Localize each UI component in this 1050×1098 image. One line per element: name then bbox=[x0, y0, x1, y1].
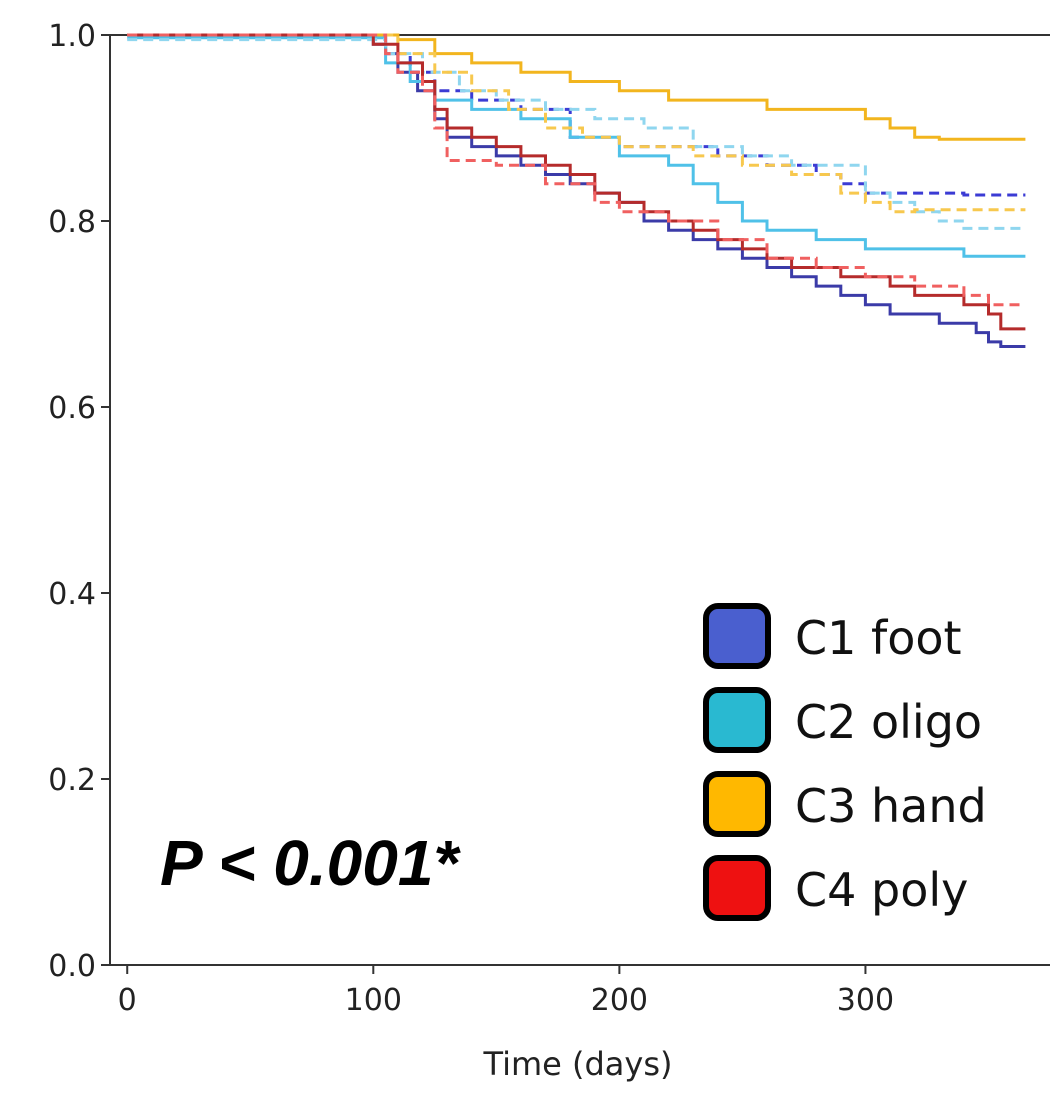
legend-label-c1-foot: C1 foot bbox=[795, 611, 962, 665]
survival-curve-c2-oligo-solid bbox=[127, 36, 1026, 258]
legend: C1 foot C2 oligo C3 hand C4 poly bbox=[703, 603, 987, 921]
x-tick-label: 300 bbox=[837, 983, 894, 1018]
y-tick-label: 0.2 bbox=[48, 763, 96, 798]
legend-swatch-c2-oligo bbox=[703, 687, 771, 753]
p-value-annotation: P < 0.001* bbox=[160, 827, 461, 899]
x-tick-label: 200 bbox=[591, 983, 648, 1018]
legend-label-c4-poly: C4 poly bbox=[795, 863, 968, 917]
survival-curve-c2-oligo-dashed bbox=[127, 38, 1026, 230]
y-tick-label: 1.0 bbox=[48, 19, 96, 54]
x-tick-label: 100 bbox=[345, 983, 402, 1018]
survival-curve-c3-hand-dashed bbox=[127, 33, 1026, 214]
survival-curve-c4-poly-solid bbox=[127, 33, 1026, 331]
survival-curve-c3-hand-solid bbox=[127, 33, 1026, 141]
y-tick-label: 0.4 bbox=[48, 577, 96, 612]
survival-curve-c4-poly-dashed bbox=[127, 33, 1026, 307]
y-tick-label: 0.8 bbox=[48, 205, 96, 240]
x-axis-title: Time (days) bbox=[483, 1045, 673, 1083]
x-tick-label: 0 bbox=[118, 983, 137, 1018]
legend-label-c3-hand: C3 hand bbox=[795, 779, 987, 833]
survival-curve-c1-foot-dashed bbox=[127, 33, 1026, 197]
legend-swatch-c4-poly bbox=[703, 855, 771, 921]
y-tick-label: 0.0 bbox=[48, 949, 96, 984]
legend-swatch-c3-hand bbox=[703, 771, 771, 837]
survival-curves bbox=[127, 33, 1026, 348]
y-axis-ticks: 0.0 0.2 0.4 0.6 0.8 1.0 bbox=[48, 19, 110, 984]
x-axis-ticks: 0 100 200 300 bbox=[118, 965, 894, 1018]
legend-swatch-c1-foot bbox=[703, 603, 771, 669]
legend-label-c2-oligo: C2 oligo bbox=[795, 695, 982, 749]
y-tick-label: 0.6 bbox=[48, 391, 96, 426]
